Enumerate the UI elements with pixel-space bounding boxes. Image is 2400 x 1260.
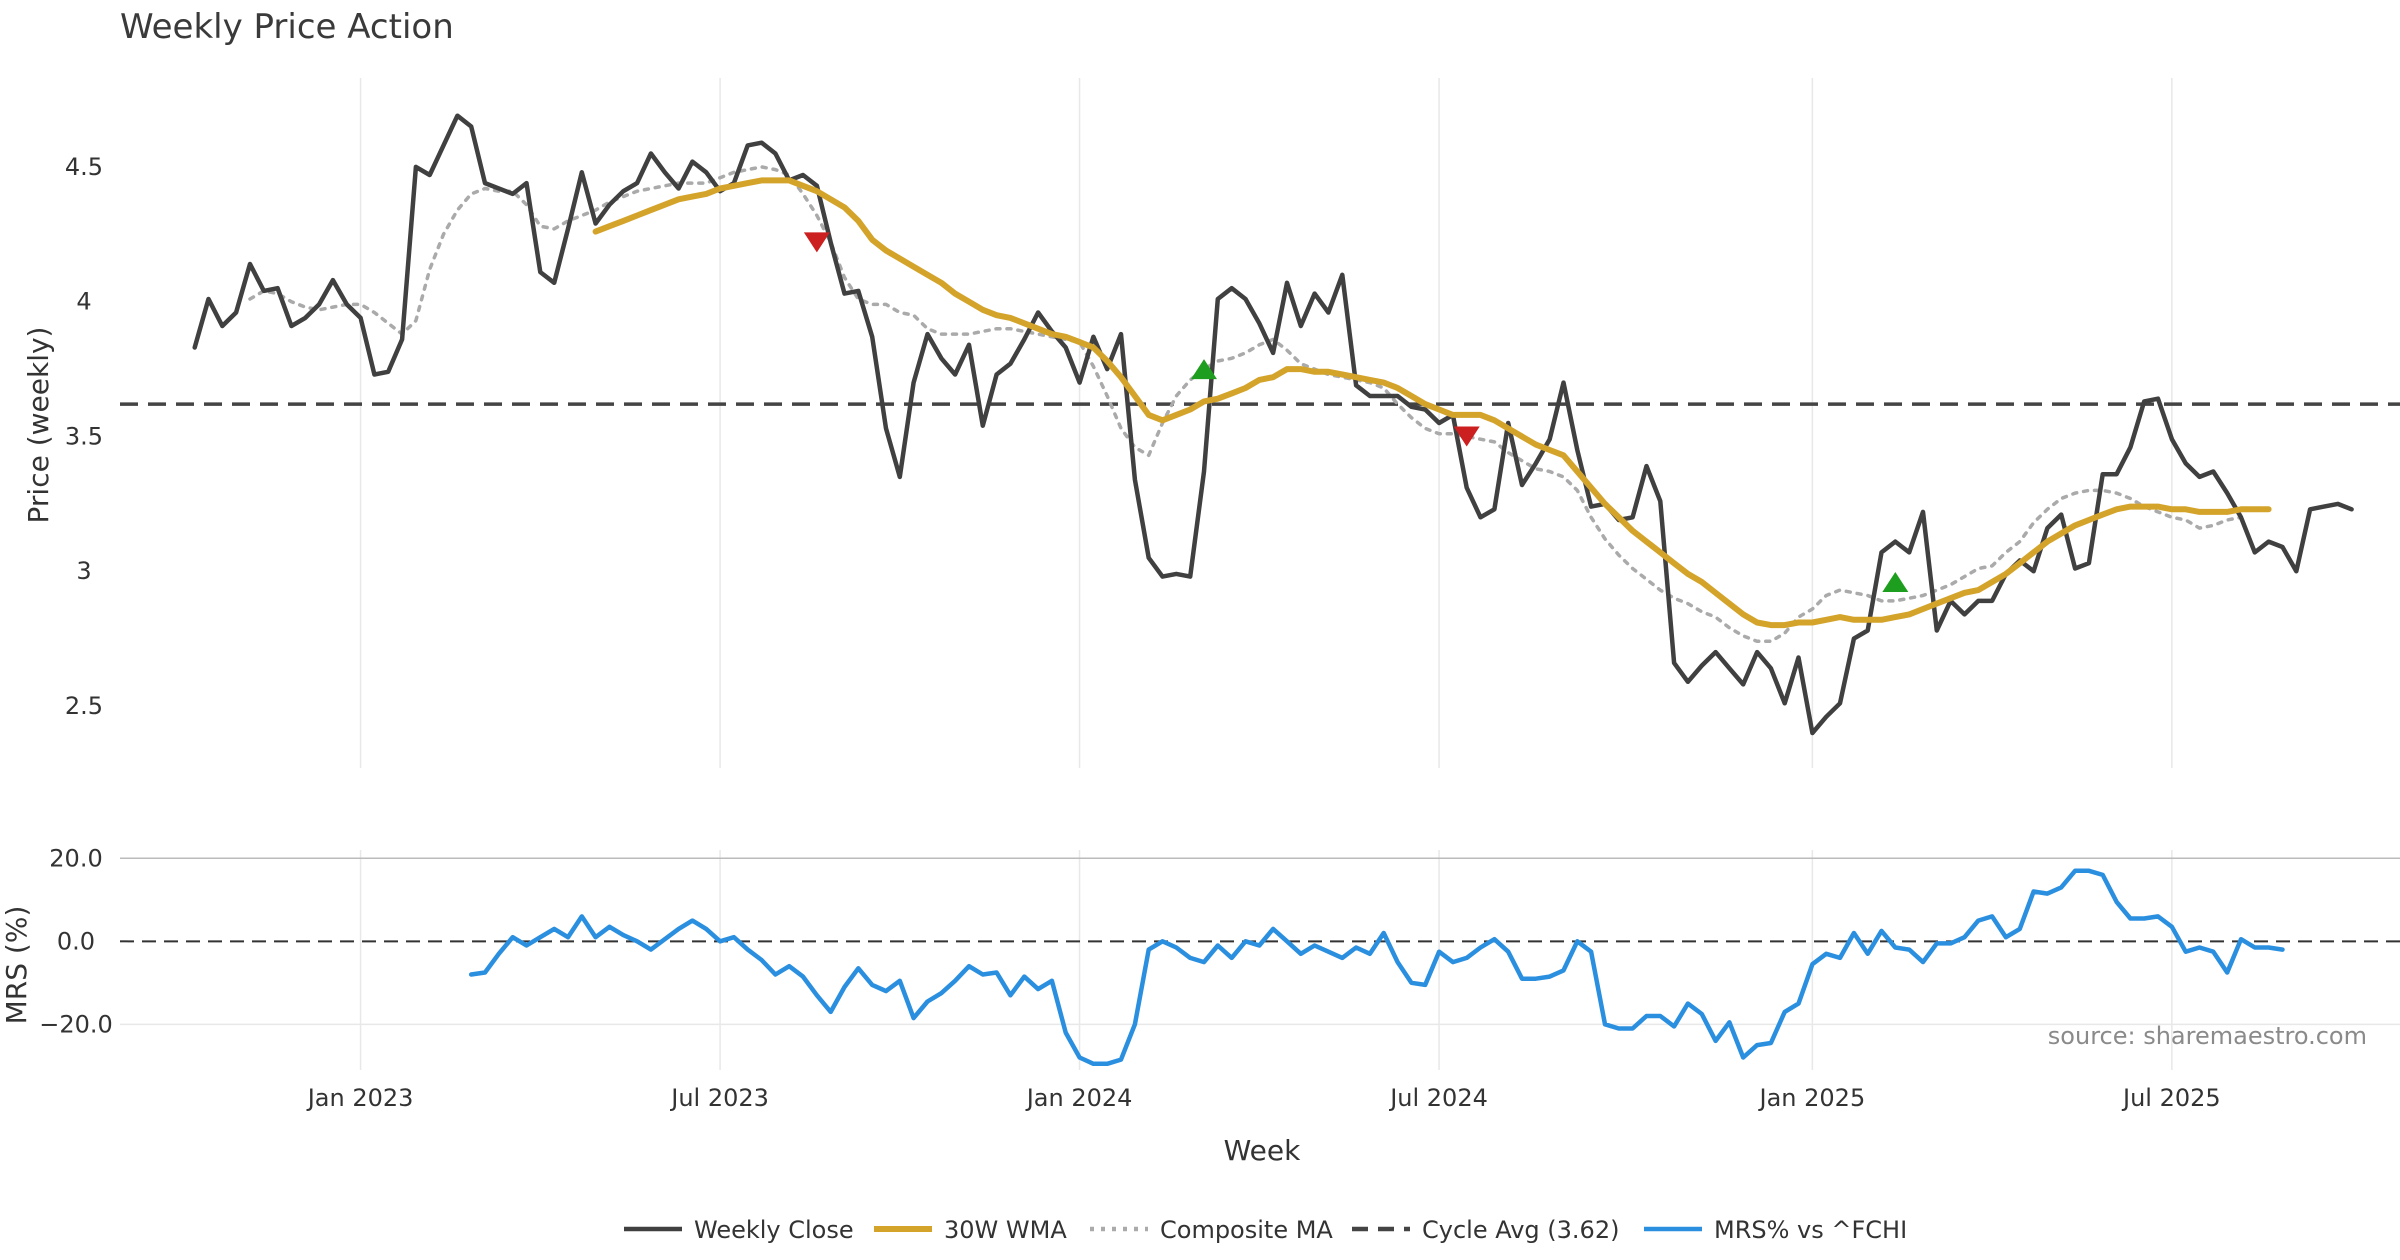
mrs-y-tick-label: 0.0 [57, 927, 95, 955]
price-y-tick-label: 3.5 [65, 422, 103, 450]
legend-label-weekly-close: Weekly Close [694, 1216, 854, 1244]
mrs-y-tick-label: 20.0 [49, 844, 102, 872]
chart-title: Weekly Price Action [120, 7, 454, 47]
legend-label-composite: Composite MA [1160, 1216, 1333, 1244]
legend-label-mrs: MRS% vs ^FCHI [1714, 1216, 1907, 1244]
weekly-close-series [192, 113, 2354, 736]
x-tick-label: Jul 2023 [669, 1084, 769, 1112]
x-axis: Jan 2023 Jul 2023 Jan 2024 Jul 2024 Jan 2025… [306, 1084, 2221, 1112]
source-note: source: sharemaestro.com [2048, 1022, 2367, 1050]
signal-markers [803, 232, 1909, 593]
mrs-y-tick-label: −20.0 [39, 1010, 113, 1038]
x-tick-label: Jul 2024 [1388, 1084, 1488, 1112]
price-y-axis: 2.5 3 3.5 4 4.5 [65, 153, 103, 720]
price-y-axis-label: Price (weekly) [22, 327, 55, 524]
price-y-tick-label: 4.5 [65, 153, 103, 181]
buy-signal-marker [1882, 572, 1909, 593]
x-tick-label: Jan 2024 [1025, 1084, 1133, 1112]
sell-signal-marker [1453, 426, 1480, 447]
price-y-tick-label: 2.5 [65, 692, 103, 720]
mrs-y-axis-label: MRS (%) [0, 906, 33, 1025]
x-tick-label: Jan 2025 [1758, 1084, 1866, 1112]
composite-ma-series [248, 165, 2243, 644]
wma-series [592, 177, 2272, 629]
mrs-y-axis: 20.0 0.0 −20.0 [39, 844, 113, 1038]
x-tick-label: Jul 2025 [2121, 1084, 2221, 1112]
chart-legend: Weekly Close 30W WMA Composite MA Cycle Avg… [624, 1216, 1907, 1244]
mrs-series [468, 868, 2285, 1067]
legend-label-cycle: Cycle Avg (3.62) [1422, 1216, 1619, 1244]
sell-signal-marker [803, 232, 830, 253]
x-tick-label: Jan 2023 [306, 1084, 414, 1112]
buy-signal-marker [1191, 359, 1218, 380]
price-y-tick-label: 3 [76, 557, 91, 585]
x-axis-label: Week [1224, 1134, 1301, 1167]
price-y-tick-label: 4 [76, 288, 91, 316]
legend-label-wma: 30W WMA [944, 1216, 1067, 1244]
price-gridlines [359, 78, 2173, 768]
